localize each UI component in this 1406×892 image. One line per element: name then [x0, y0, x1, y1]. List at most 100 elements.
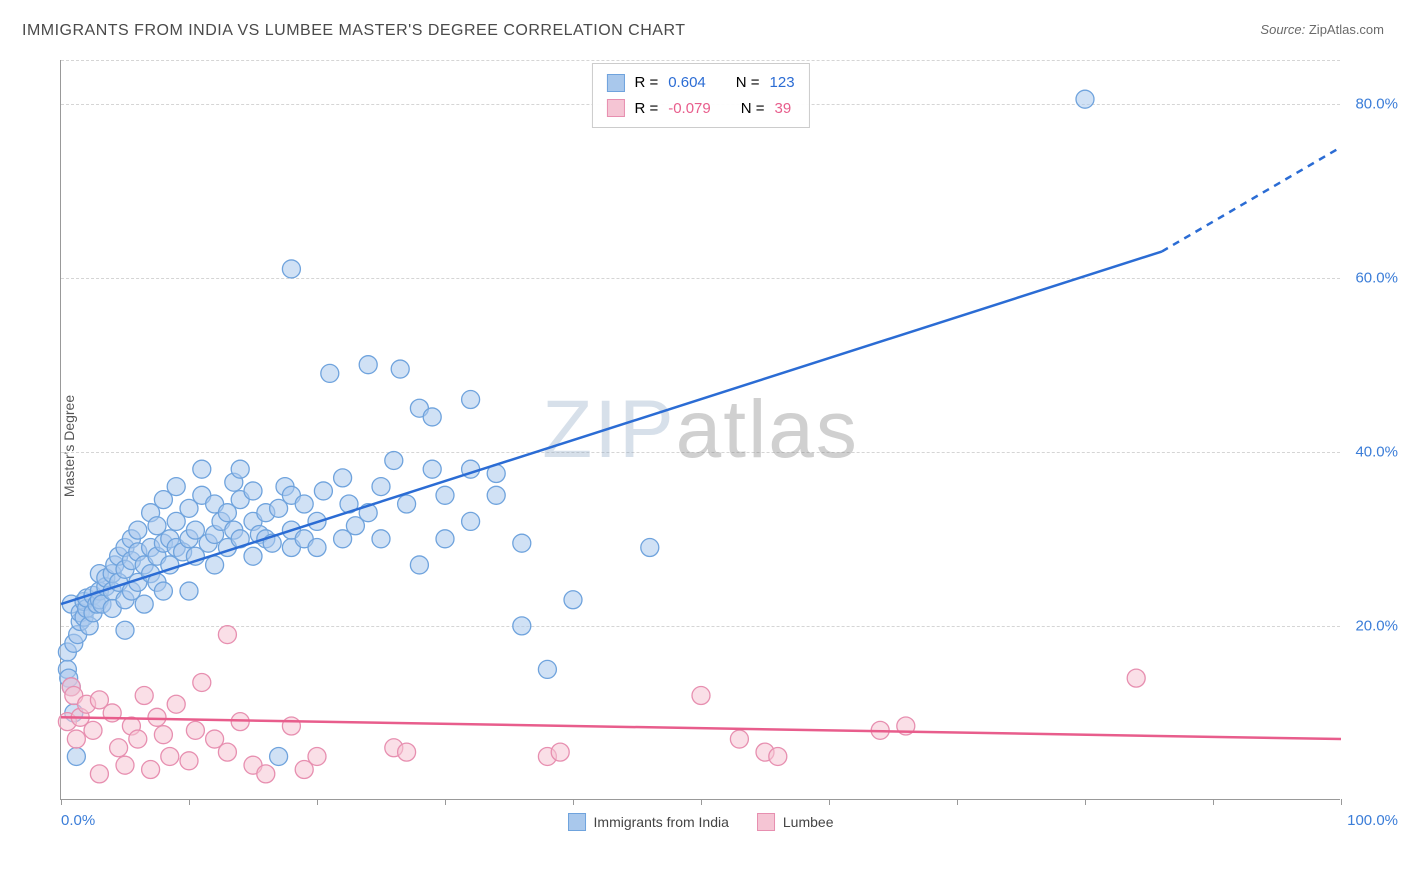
regression-line-india-dash [1162, 147, 1341, 251]
scatter-point-lumbee [161, 747, 179, 765]
scatter-point-india [244, 482, 262, 500]
scatter-point-india [180, 582, 198, 600]
scatter-point-lumbee [551, 743, 569, 761]
series-legend: Immigrants from India Lumbee [568, 813, 834, 831]
legend-item-lumbee: Lumbee [757, 813, 834, 831]
scatter-point-india [564, 591, 582, 609]
scatter-point-india [314, 482, 332, 500]
scatter-point-india [538, 660, 556, 678]
scatter-point-lumbee [167, 695, 185, 713]
scatter-point-lumbee [308, 747, 326, 765]
n-value-india: 123 [770, 70, 795, 96]
scatter-point-india [308, 539, 326, 557]
scatter-point-india [116, 621, 134, 639]
scatter-point-india [462, 512, 480, 530]
scatter-point-india [436, 486, 454, 504]
scatter-point-lumbee [135, 687, 153, 705]
x-tick [1085, 799, 1086, 805]
correlation-legend: R = 0.604 N = 123 R = -0.079 N = 39 [591, 63, 809, 128]
x-tick [61, 799, 62, 805]
swatch-india [606, 74, 624, 92]
scatter-point-india [391, 360, 409, 378]
swatch-lumbee [606, 99, 624, 117]
legend-row-india: R = 0.604 N = 123 [606, 70, 794, 96]
scatter-point-india [385, 451, 403, 469]
scatter-point-lumbee [90, 765, 108, 783]
scatter-point-india [167, 478, 185, 496]
x-tick [701, 799, 702, 805]
x-tick [573, 799, 574, 805]
scatter-point-lumbee [180, 752, 198, 770]
x-tick-label-min: 0.0% [61, 812, 95, 829]
scatter-point-india [487, 486, 505, 504]
scatter-point-india [295, 495, 313, 513]
scatter-point-lumbee [257, 765, 275, 783]
scatter-point-india [423, 408, 441, 426]
scatter-point-india [206, 556, 224, 574]
legend-row-lumbee: R = -0.079 N = 39 [606, 96, 794, 122]
x-tick [317, 799, 318, 805]
scatter-point-india [513, 534, 531, 552]
r-label-india: R = [634, 70, 658, 96]
n-value-lumbee: 39 [775, 96, 792, 122]
swatch-lumbee-bottom [757, 813, 775, 831]
source-attribution: Source: ZipAtlas.com [1260, 22, 1384, 37]
n-label-india: N = [736, 70, 760, 96]
scatter-point-india [462, 391, 480, 409]
scatter-plot-svg [61, 60, 1340, 799]
r-value-lumbee: -0.079 [668, 96, 711, 122]
scatter-point-lumbee [142, 761, 160, 779]
source-value: ZipAtlas.com [1309, 22, 1384, 37]
swatch-india-bottom [568, 813, 586, 831]
scatter-point-lumbee [84, 721, 102, 739]
scatter-point-lumbee [692, 687, 710, 705]
scatter-point-lumbee [193, 673, 211, 691]
scatter-point-india [334, 469, 352, 487]
source-label: Source: [1260, 22, 1305, 37]
scatter-point-india [513, 617, 531, 635]
n-label-lumbee: N = [741, 96, 765, 122]
scatter-point-lumbee [116, 756, 134, 774]
scatter-point-india [244, 547, 262, 565]
y-tick-label: 20.0% [1355, 617, 1398, 634]
r-value-india: 0.604 [668, 70, 706, 96]
scatter-point-india [372, 530, 390, 548]
x-tick [1341, 799, 1342, 805]
y-tick-label: 40.0% [1355, 443, 1398, 460]
scatter-point-lumbee [148, 708, 166, 726]
legend-item-india: Immigrants from India [568, 813, 729, 831]
scatter-point-lumbee [186, 721, 204, 739]
regression-line-lumbee [61, 717, 1341, 739]
regression-line-india [61, 252, 1162, 605]
legend-label-lumbee: Lumbee [783, 814, 834, 830]
chart-title: IMMIGRANTS FROM INDIA VS LUMBEE MASTER'S… [22, 22, 685, 40]
scatter-point-lumbee [769, 747, 787, 765]
scatter-point-india [129, 521, 147, 539]
scatter-point-india [423, 460, 441, 478]
x-tick [1213, 799, 1214, 805]
scatter-point-lumbee [218, 626, 236, 644]
y-tick-label: 60.0% [1355, 269, 1398, 286]
scatter-point-lumbee [218, 743, 236, 761]
scatter-point-india [193, 460, 211, 478]
x-tick [829, 799, 830, 805]
scatter-point-lumbee [67, 730, 85, 748]
scatter-point-india [1076, 90, 1094, 108]
x-tick [445, 799, 446, 805]
r-label-lumbee: R = [634, 96, 658, 122]
x-tick [189, 799, 190, 805]
x-tick-label-max: 100.0% [1347, 812, 1398, 829]
scatter-point-india [270, 747, 288, 765]
scatter-point-india [282, 260, 300, 278]
scatter-point-lumbee [129, 730, 147, 748]
scatter-point-india [641, 539, 659, 557]
scatter-point-india [67, 747, 85, 765]
scatter-point-india [398, 495, 416, 513]
scatter-point-india [359, 356, 377, 374]
scatter-point-india [436, 530, 454, 548]
scatter-point-india [231, 460, 249, 478]
chart-plot-area: ZIPatlas R = 0.604 N = 123 R = -0.079 N … [60, 60, 1340, 800]
scatter-point-lumbee [154, 726, 172, 744]
scatter-point-india [321, 364, 339, 382]
x-tick [957, 799, 958, 805]
